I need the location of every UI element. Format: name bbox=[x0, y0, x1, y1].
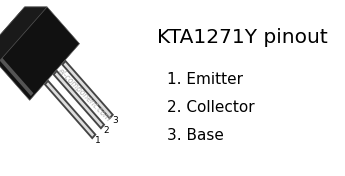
Polygon shape bbox=[46, 82, 94, 137]
Text: 1. Emitter: 1. Emitter bbox=[167, 72, 243, 87]
Polygon shape bbox=[0, 58, 33, 96]
Polygon shape bbox=[0, 7, 47, 64]
Polygon shape bbox=[0, 7, 79, 100]
Text: KTA1271Y pinout: KTA1271Y pinout bbox=[157, 28, 327, 47]
Text: 1: 1 bbox=[95, 136, 100, 145]
Polygon shape bbox=[44, 79, 97, 140]
Polygon shape bbox=[52, 70, 105, 130]
Text: 3. Base: 3. Base bbox=[167, 128, 224, 143]
Polygon shape bbox=[55, 72, 103, 127]
Text: 2. Collector: 2. Collector bbox=[167, 100, 255, 115]
Text: 2: 2 bbox=[104, 126, 109, 135]
Polygon shape bbox=[63, 62, 111, 117]
Polygon shape bbox=[61, 60, 114, 120]
Text: 3: 3 bbox=[112, 116, 118, 125]
Text: el-component.com: el-component.com bbox=[55, 67, 112, 123]
